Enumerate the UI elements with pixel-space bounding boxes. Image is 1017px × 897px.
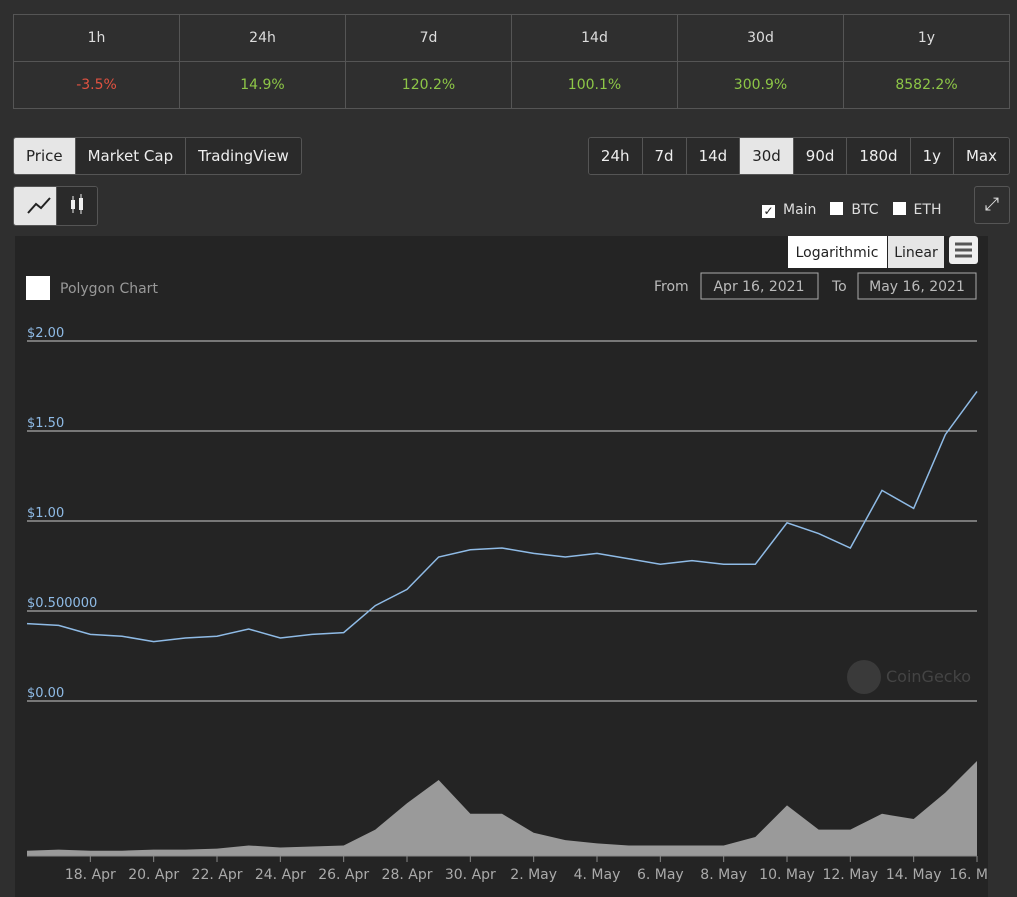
tabs: Price Market Cap TradingView [13,137,302,175]
line-style-button[interactable] [14,187,56,225]
toggle[interactable]: BTC [830,202,879,218]
x-tick-label: 26. Apr [318,867,369,883]
checkbox[interactable]: ✓ [762,204,775,218]
chart-title: Polygon Chart [60,281,158,297]
period: 1h [13,14,180,62]
to-box[interactable] [857,272,977,300]
to-date: May 16, 2021 [869,279,965,295]
volume-area [27,761,977,856]
change: 14.9% [179,61,346,109]
checkbox[interactable] [830,202,844,215]
checkbox[interactable] [892,202,906,215]
period: 1y [843,14,1010,62]
watermark: CoinGecko [886,667,971,686]
linear-button[interactable] [888,236,944,268]
chart: Polygon Chart From Apr 16, 2021 To May 1… [15,236,988,897]
range-button[interactable]: 1y [909,138,953,174]
range-button[interactable]: 180d [846,138,910,174]
period: 7d [345,14,512,62]
from-date: Apr 16, 2021 [713,279,804,295]
change: 300.9% [677,61,844,109]
from-box[interactable] [700,272,819,300]
watermark-logo [847,660,881,694]
x-tick-label: 14. May [886,867,942,883]
chart-background [15,236,988,897]
tab[interactable]: TradingView [185,138,301,174]
y-tick-label: $0.00 [27,686,64,701]
log-button-label: Logarithmic [796,245,879,261]
period: 24h [179,14,346,62]
period: 14d [511,14,678,62]
candle-style-button[interactable] [56,187,97,225]
range-button[interactable]: 30d [739,138,793,174]
range-button[interactable]: Max [952,138,1009,174]
x-tick-label: 4. May [574,867,621,883]
y-tick-label: $1.50 [27,416,64,431]
period: 30d [677,14,844,62]
from-label: From [654,279,689,295]
range-button[interactable]: 7d [641,138,686,174]
x-tick-label: 30. Apr [445,867,496,883]
price-line [26,390,978,643]
range-button[interactable]: 14d [685,138,740,174]
y-tick-label: $1.00 [27,506,64,521]
x-tick-label: 22. Apr [192,867,243,883]
coin-logo [26,276,50,300]
x-tick-label: 16. May [949,867,988,883]
toggle[interactable]: ETH [892,202,942,218]
x-tick-label: 2. May [510,867,557,883]
x-tick-label: 12. May [822,867,878,883]
x-tick-label: 20. Apr [128,867,179,883]
chart-style [13,186,98,226]
to-label: To [831,279,847,295]
change: 120.2% [345,61,512,109]
x-tick-label: 18. Apr [65,867,116,883]
toggles: ✓ Main BTC ETH [762,202,941,218]
x-tick-label: 8. May [700,867,747,883]
toggle-label: ETH [913,202,942,218]
y-tick-label: $2.00 [27,326,64,341]
tab[interactable]: Market Cap [74,138,186,174]
y-tick-label: $0.500000 [27,596,97,611]
x-tick-label: 28. Apr [382,867,433,883]
change: 8582.2% [843,61,1010,109]
toggle-label: Main [783,202,817,218]
log-button[interactable] [788,236,887,268]
tab[interactable]: Price [14,138,75,174]
x-tick-label: 24. Apr [255,867,306,883]
range-buttons: 24h 7d 14d 30d 90d 180d 1y Max [587,137,1010,175]
toggle[interactable]: ✓ Main [762,202,816,218]
toggle-label: BTC [851,202,879,218]
fullscreen-button[interactable]: ⤢ [974,186,1010,224]
range-button[interactable]: 24h [588,138,642,174]
change: -3.5% [13,61,180,109]
x-tick-label: 10. May [759,867,815,883]
linear-button-label: Linear [894,245,938,261]
menu-icon [955,242,972,258]
range-button[interactable]: 90d [792,138,847,174]
x-tick-label: 6. May [637,867,684,883]
change: 100.1% [511,61,678,109]
performance-table: 1h 24h 7d 14d 30d 1y -3.5% 14.9% 120.2% 100.1% 300… [13,14,1010,109]
